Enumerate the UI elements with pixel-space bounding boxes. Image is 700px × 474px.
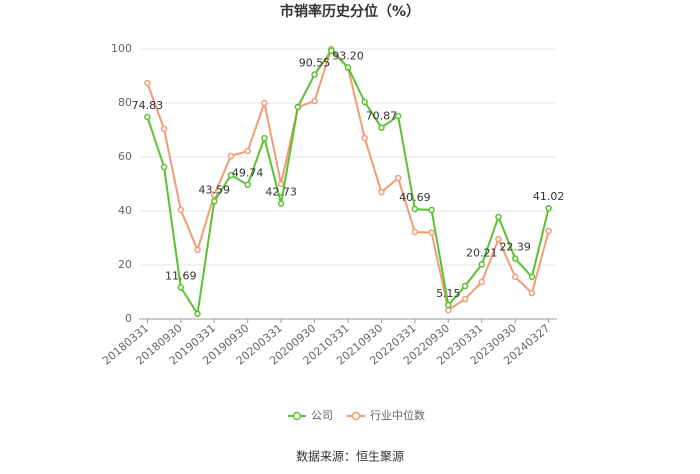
data-label: 93.20 [332,49,364,62]
point [511,273,519,281]
point [311,71,318,78]
y-tick-label: 40 [118,204,132,217]
point [528,273,536,281]
data-label: 49.74 [232,167,264,180]
point [177,284,185,291]
point [361,134,368,142]
legend-label[interactable]: 公司 [311,409,333,422]
point [445,301,452,309]
legend-label[interactable]: 行业中位数 [370,408,425,422]
point [144,79,151,87]
point [545,204,552,212]
point [428,229,435,236]
data-label: 43.59 [198,183,230,196]
point [261,99,268,107]
series-line [146,49,550,317]
point [411,205,419,213]
data-label: 5.15 [436,287,461,300]
chart-title: 市销率历史分位（%） [280,3,420,20]
legend-marker[interactable] [351,411,361,421]
data-label: 74.83 [132,99,164,112]
data-label: 11.69 [165,269,197,282]
point [144,113,151,121]
point [545,227,552,235]
point [328,47,335,54]
point [495,235,502,243]
point [311,97,318,105]
point [528,289,536,297]
data-label: 40.69 [399,191,431,204]
point [344,64,352,71]
data-label: 90.55 [299,57,331,70]
point [511,255,519,262]
point [411,228,419,236]
source: 数据来源：恒生聚源 [296,449,404,464]
point [361,98,368,106]
point [378,188,385,196]
point [160,163,168,171]
point [244,147,251,155]
data-label: 20.21 [466,246,498,259]
point [378,124,385,131]
point [461,295,469,303]
point [160,125,168,133]
point [277,200,285,207]
point [478,278,486,286]
point [177,206,185,214]
point [461,282,469,290]
point [294,103,302,111]
legend-marker[interactable] [292,411,302,421]
point [194,246,201,254]
point [194,310,201,318]
data-label: 41.02 [533,190,565,203]
point [394,174,402,182]
point [210,198,218,205]
data-label: 22.39 [499,241,531,254]
point [478,261,486,268]
data-label: 42.73 [265,186,297,199]
y-tick-label: 80 [118,96,132,109]
point [394,112,402,120]
point [210,191,218,199]
y-tick-label: 100 [111,42,132,55]
point [227,152,235,160]
point [261,134,268,142]
series-line [146,47,550,312]
y-tick-label: 0 [125,312,132,325]
point [227,171,235,179]
data-label: 70.87 [366,110,398,123]
point [428,206,435,214]
point [244,181,251,188]
y-tick-label: 60 [118,150,132,163]
point [495,213,502,221]
y-tick-label: 20 [118,258,132,271]
